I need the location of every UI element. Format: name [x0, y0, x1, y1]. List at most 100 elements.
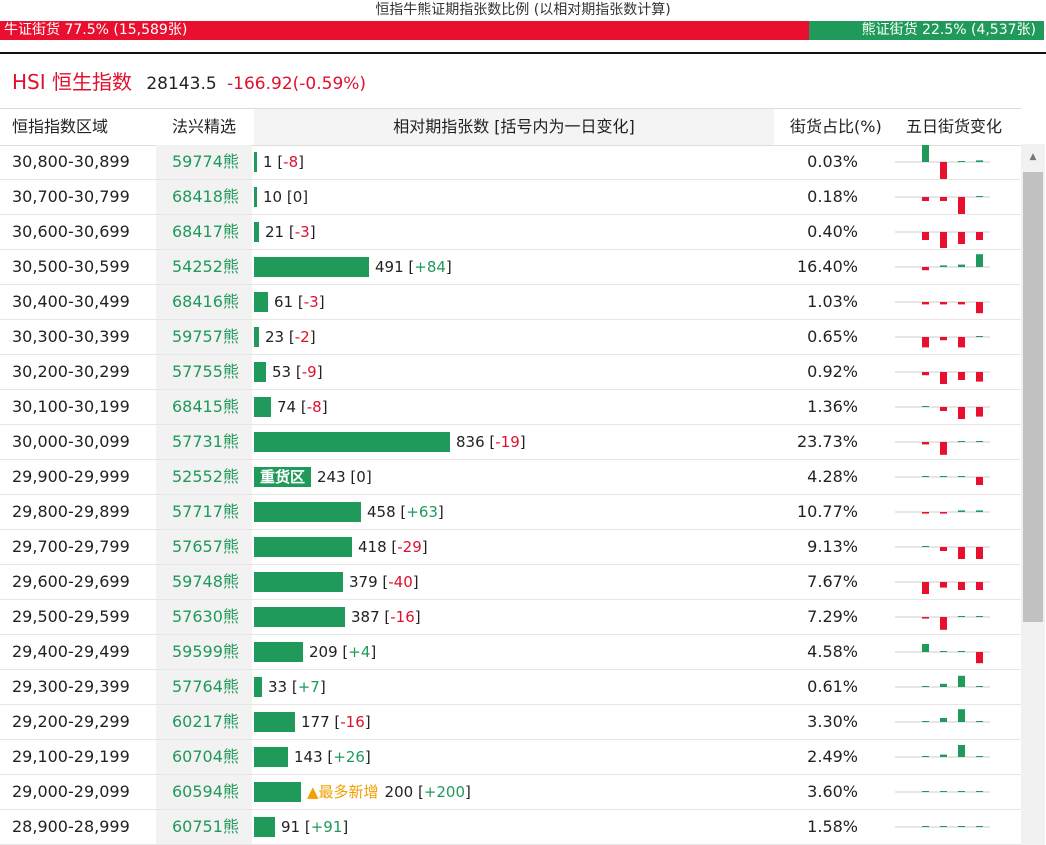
five-day-sparkbars [895, 441, 990, 455]
bear-link[interactable]: 57731熊 [156, 425, 252, 459]
bear-link[interactable]: 68418熊 [156, 180, 252, 214]
day-bar [940, 476, 947, 477]
five-day-sparkbars [895, 406, 990, 419]
daily-change: -8 [306, 398, 322, 416]
table-row[interactable]: 30,600-30,699 68417熊 21 [-3] 0.40% [0, 215, 1021, 250]
day-bar [976, 441, 983, 442]
day-bar [922, 721, 929, 722]
volume-text: 33 [+7] [268, 678, 326, 696]
five-day-chart [895, 635, 990, 669]
daily-change: +91 [310, 818, 343, 836]
bear-link[interactable]: 59757熊 [156, 320, 252, 354]
day-bar [976, 756, 983, 757]
day-bar [958, 510, 965, 512]
day-bar [940, 617, 947, 630]
day-bar [976, 721, 983, 722]
table-row[interactable]: 29,200-29,299 60217熊 177 [-16] 3.30% [0, 705, 1021, 740]
volume-value: 74 [277, 398, 297, 416]
volume-value: 10 [263, 188, 283, 206]
volume-value: 836 [456, 433, 485, 451]
daily-change: -29 [397, 538, 422, 556]
day-bar [940, 162, 947, 179]
bear-link[interactable]: 57755熊 [156, 355, 252, 389]
day-bar [940, 407, 947, 411]
range-cell: 29,300-29,399 [12, 677, 130, 696]
day-bar [958, 407, 965, 419]
table-row[interactable]: 29,900-29,999 52552熊 重货区 243 [0] 4.28% [0, 460, 1021, 495]
range-cell: 30,100-30,199 [12, 397, 130, 416]
five-day-chart [895, 495, 990, 529]
volume-bar [254, 712, 295, 732]
table-row[interactable]: 29,700-29,799 57657熊 418 [-29] 9.13% [0, 530, 1021, 565]
bear-link[interactable]: 54252熊 [156, 250, 252, 284]
bear-link[interactable]: 68416熊 [156, 285, 252, 319]
bear-link[interactable]: 57657熊 [156, 530, 252, 564]
table-row[interactable]: 29,800-29,899 57717熊 458 [+63] 10.77% [0, 495, 1021, 530]
table-row[interactable]: 29,600-29,699 59748熊 379 [-40] 7.67% [0, 565, 1021, 600]
volume-text: 91 [+91] [281, 818, 349, 836]
table-row[interactable]: 29,000-29,099 60594熊 ▲最多新增 200 [+200] 3.60% [0, 775, 1021, 810]
day-bar [922, 644, 929, 652]
bear-link[interactable]: 59599熊 [156, 635, 252, 669]
pct-cell: 1.36% [807, 397, 858, 416]
table-row[interactable]: 30,800-30,899 59774熊 1 [-8] 0.03% [0, 145, 1021, 180]
day-bar [958, 197, 965, 214]
index-name: 恒生指数 [52, 70, 132, 94]
scrollbar[interactable]: ▲ [1021, 144, 1045, 845]
five-day-chart [895, 215, 990, 249]
day-bar [940, 337, 947, 341]
bear-link[interactable]: 60594熊 [156, 775, 252, 809]
scroll-up-icon[interactable]: ▲ [1029, 152, 1037, 162]
day-bar [958, 547, 965, 559]
day-bar [976, 302, 983, 314]
pct-cell: 16.40% [796, 257, 858, 276]
volume-text: 61 [-3] [274, 293, 325, 311]
volume-value: 209 [309, 643, 338, 661]
bear-link[interactable]: 57764熊 [156, 670, 252, 704]
volume-text: 21 [-3] [265, 223, 316, 241]
range-cell: 30,300-30,399 [12, 327, 130, 346]
table-row[interactable]: 30,500-30,599 54252熊 491 [+84] 16.40% [0, 250, 1021, 285]
pct-cell: 1.58% [807, 817, 858, 836]
table-row[interactable]: 30,200-30,299 57755熊 53 [-9] 0.92% [0, 355, 1021, 390]
bear-link[interactable]: 68417熊 [156, 215, 252, 249]
pct-cell: 7.29% [807, 607, 858, 626]
table-row[interactable]: 29,100-29,199 60704熊 143 [+26] 2.49% [0, 740, 1021, 775]
volume-bar [254, 642, 303, 662]
table-row[interactable]: 28,900-28,999 60751熊 91 [+91] 1.58% [0, 810, 1021, 845]
range-cell: 30,000-30,099 [12, 432, 130, 451]
day-bar [976, 477, 983, 485]
table-row[interactable]: 29,500-29,599 57630熊 387 [-16] 7.29% [0, 600, 1021, 635]
five-day-sparkbars [895, 644, 990, 664]
relative-cell: ▲最多新增 200 [+200] [254, 775, 774, 809]
bear-link[interactable]: 59774熊 [156, 145, 252, 179]
bear-link[interactable]: 57630熊 [156, 600, 252, 634]
table-row[interactable]: 30,000-30,099 57731熊 836 [-19] 23.73% [0, 425, 1021, 460]
bear-link[interactable]: 59748熊 [156, 565, 252, 599]
range-cell: 29,800-29,899 [12, 502, 130, 521]
bear-link[interactable]: 68415熊 [156, 390, 252, 424]
volume-value: 21 [265, 223, 285, 241]
volume-bar [254, 607, 345, 627]
table-row[interactable]: 29,300-29,399 57764熊 33 [+7] 0.61% [0, 670, 1021, 705]
day-bar [958, 791, 965, 792]
volume-value: 91 [281, 818, 301, 836]
table-row[interactable]: 30,700-30,799 68418熊 10 [0] 0.18% [0, 180, 1021, 215]
table-row[interactable]: 30,100-30,199 68415熊 74 [-8] 1.36% [0, 390, 1021, 425]
bear-link[interactable]: 52552熊 [156, 460, 252, 494]
daily-change: +7 [297, 678, 320, 696]
bear-link[interactable]: 60217熊 [156, 705, 252, 739]
five-day-chart [895, 320, 990, 354]
bear-link[interactable]: 60751熊 [156, 810, 252, 844]
bear-link[interactable]: 57717熊 [156, 495, 252, 529]
table-row[interactable]: 29,400-29,499 59599熊 209 [+4] 4.58% [0, 635, 1021, 670]
day-bar [958, 232, 965, 244]
bear-link[interactable]: 60704熊 [156, 740, 252, 774]
col-five-day: 五日街货变化 [906, 117, 1003, 136]
scroll-thumb[interactable] [1023, 172, 1043, 622]
table-row[interactable]: 30,400-30,499 68416熊 61 [-3] 1.03% [0, 285, 1021, 320]
relative-cell: 重货区 243 [0] [254, 460, 774, 494]
volume-text: ▲最多新增 200 [+200] [307, 783, 471, 801]
table-row[interactable]: 30,300-30,399 59757熊 23 [-2] 0.65% [0, 320, 1021, 355]
volume-value: 458 [367, 503, 396, 521]
